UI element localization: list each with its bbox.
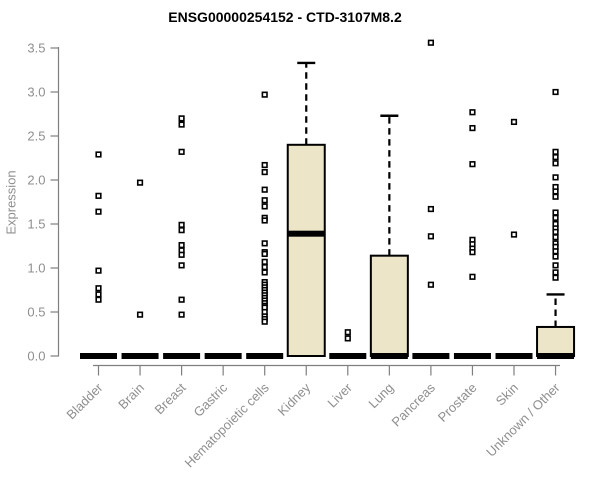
outlier-point — [552, 88, 559, 96]
outlier-point — [552, 228, 559, 236]
y-tick-label: 3.0 — [27, 85, 45, 100]
x-tick-label: Brain — [115, 380, 147, 412]
box-Kidney — [286, 143, 326, 357]
median-line — [80, 353, 117, 359]
box-Unknown / Other — [536, 325, 576, 357]
outlier-point — [178, 311, 185, 318]
outlier-point — [178, 148, 185, 155]
median-line — [163, 353, 201, 359]
median-line — [453, 353, 491, 359]
outlier-point — [261, 217, 268, 224]
outlier-point — [95, 151, 102, 158]
outlier-point — [261, 240, 268, 247]
x-tick-label: Breast — [152, 380, 189, 417]
outlier-point — [178, 227, 185, 234]
outlier-point — [178, 296, 185, 303]
x-tick-label: Unknown / Other — [483, 380, 563, 460]
median-line — [370, 353, 408, 359]
outlier-point — [95, 285, 102, 292]
x-tick-label: Pancreas — [389, 380, 439, 430]
outlier-point — [344, 335, 351, 342]
outlier-point — [469, 273, 476, 280]
x-tick-label: Kidney — [275, 380, 314, 419]
y-tick-label: 0.5 — [27, 305, 45, 320]
median-line — [246, 353, 284, 359]
outlier-point — [427, 205, 435, 213]
outlier-point — [552, 174, 559, 181]
median-line — [329, 353, 367, 359]
outlier-point — [178, 221, 185, 228]
outlier-point — [261, 91, 268, 98]
y-tick-label: 1.0 — [27, 261, 45, 276]
outlier-point — [552, 234, 559, 241]
x-tick-label: Prostate — [435, 380, 480, 425]
y-tick-label: 0.0 — [27, 349, 45, 364]
outlier-point — [427, 281, 435, 288]
outlier-point — [552, 248, 559, 255]
outlier-point — [178, 262, 185, 269]
outlier-point — [469, 161, 476, 168]
outlier-point — [552, 148, 559, 155]
outlier-point — [427, 233, 435, 240]
outlier-point — [261, 318, 268, 325]
y-tick-label: 2.5 — [27, 129, 45, 144]
outlier-point — [552, 269, 559, 276]
outlier-point — [552, 154, 559, 161]
x-tick-label: Lung — [365, 380, 396, 411]
outlier-point — [552, 209, 559, 216]
outlier-point — [552, 253, 559, 260]
y-tick-label: 3.5 — [27, 41, 45, 56]
outlier-point — [136, 179, 144, 186]
outlier-point — [136, 311, 144, 318]
outlier-point — [261, 197, 268, 204]
y-tick-label: 1.5 — [27, 217, 45, 232]
outlier-point — [261, 161, 268, 169]
outlier-point — [344, 329, 351, 336]
outlier-point — [261, 186, 268, 193]
outlier-point — [178, 242, 185, 249]
outlier-point — [261, 168, 268, 176]
box-Lung — [369, 254, 409, 357]
x-tick-label: Liver — [324, 380, 355, 411]
outlier-point — [552, 188, 559, 195]
outlier-point — [261, 258, 268, 265]
outlier-point — [469, 109, 476, 116]
outlier-point — [95, 291, 102, 298]
outlier-point — [95, 267, 102, 274]
median-line — [412, 353, 450, 359]
outlier-point — [178, 251, 185, 258]
x-tick-label: Gastric — [191, 380, 231, 420]
outlier-point — [510, 118, 518, 126]
outlier-point — [552, 262, 559, 269]
outlier-point — [469, 249, 476, 256]
outlier-point — [261, 264, 268, 271]
outlier-point — [261, 250, 268, 258]
outlier-point — [95, 296, 102, 303]
outlier-point — [95, 208, 102, 215]
outlier-point — [469, 124, 476, 132]
median-line — [204, 353, 242, 359]
median-line — [287, 230, 325, 237]
outlier-point — [552, 214, 559, 221]
outlier-point — [261, 203, 268, 210]
median-line — [121, 353, 159, 359]
outlier-point — [552, 193, 559, 200]
outlier-point — [261, 269, 268, 276]
outlier-point — [552, 160, 559, 167]
x-tick-label: Skin — [493, 380, 521, 408]
outlier-point — [427, 39, 435, 46]
outlier-point — [510, 231, 518, 238]
x-tick-label: Bladder — [63, 380, 106, 423]
median-line — [537, 353, 575, 359]
outlier-point — [552, 274, 559, 281]
median-line — [495, 353, 533, 359]
chart-title: ENSG00000254152 - CTD-3107M8.2 — [168, 9, 402, 25]
outlier-point — [95, 192, 102, 199]
outlier-point — [178, 121, 185, 128]
y-tick-label: 2.0 — [27, 173, 45, 188]
outlier-point — [178, 115, 185, 122]
